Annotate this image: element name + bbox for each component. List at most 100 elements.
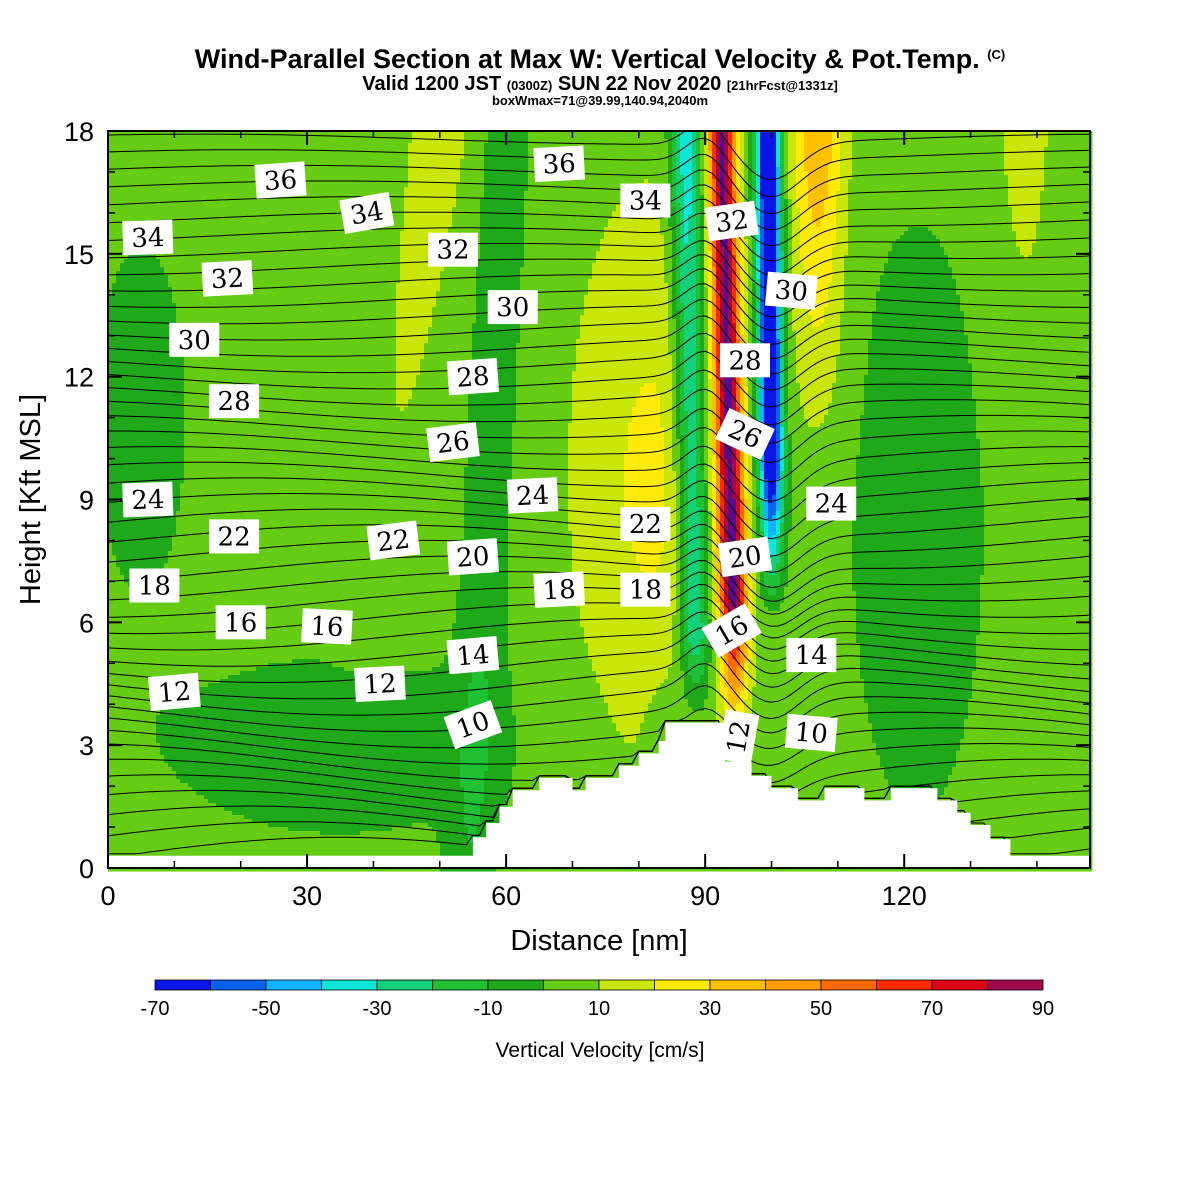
vv-cell (816, 131, 821, 136)
vv-cell (216, 151, 221, 156)
vv-cell (936, 151, 941, 156)
vv-cell (500, 171, 505, 176)
vv-cell (520, 171, 525, 176)
vv-cell (980, 195, 985, 200)
vv-cell (352, 139, 357, 144)
vv-cell (572, 135, 577, 140)
vv-cell (216, 163, 221, 168)
vv-cell (1012, 131, 1017, 136)
vv-cell (1040, 151, 1045, 156)
vv-cell (532, 195, 537, 200)
vv-cell (648, 135, 653, 140)
vv-cell (672, 147, 677, 152)
vv-cell (920, 167, 925, 172)
vv-cell (120, 143, 125, 148)
vv-cell (908, 147, 913, 152)
vv-cell (288, 139, 293, 144)
vv-cell (220, 151, 225, 156)
vv-cell (540, 199, 545, 204)
vv-cell (1028, 155, 1033, 160)
vv-cell (852, 159, 857, 164)
vv-cell (436, 139, 441, 144)
vv-cell (988, 139, 993, 144)
vv-cell (596, 143, 601, 148)
vv-cell (308, 207, 313, 212)
vv-cell (236, 191, 241, 196)
vv-cell (412, 203, 417, 208)
vv-cell (1060, 171, 1065, 176)
vv-cell (792, 179, 797, 184)
vv-cell (588, 135, 593, 140)
vv-cell (332, 155, 337, 160)
vv-cell (240, 211, 245, 216)
vv-cell (836, 139, 841, 144)
vv-cell (776, 159, 781, 164)
vv-cell (772, 203, 777, 208)
vv-cell (156, 163, 161, 168)
vv-cell (300, 159, 305, 164)
vv-cell (944, 139, 949, 144)
vv-cell (888, 155, 893, 160)
vv-cell (488, 195, 493, 200)
vv-cell (336, 191, 341, 196)
vv-cell (500, 151, 505, 156)
vv-cell (964, 203, 969, 208)
vv-cell (764, 163, 769, 168)
vv-cell (668, 135, 673, 140)
vv-cell (656, 167, 661, 172)
chart-subtitle: Valid 1200 JST (0300Z) SUN 22 Nov 2020 [… (0, 73, 1200, 96)
vv-cell (672, 139, 677, 144)
vv-cell (404, 143, 409, 148)
vv-cell (956, 175, 961, 180)
vv-cell (932, 199, 937, 204)
vv-cell (668, 151, 673, 156)
vv-cell (192, 175, 197, 180)
vv-cell (960, 143, 965, 148)
vv-cell (148, 211, 153, 216)
vv-cell (480, 151, 485, 156)
vv-cell (124, 167, 129, 172)
vv-cell (624, 179, 629, 184)
vv-cell (848, 203, 853, 208)
vv-cell (724, 151, 729, 156)
vv-cell (1076, 199, 1081, 204)
vv-cell (608, 179, 613, 184)
vv-cell (940, 171, 945, 176)
vv-cell (260, 143, 265, 148)
vv-cell (412, 191, 417, 196)
vv-cell (792, 151, 797, 156)
vv-cell (360, 171, 365, 176)
vv-cell (800, 179, 805, 184)
vv-cell (604, 175, 609, 180)
vv-cell (424, 191, 429, 196)
vv-cell (404, 203, 409, 208)
vv-cell (636, 155, 641, 160)
vv-cell (240, 135, 245, 140)
vv-cell (856, 199, 861, 204)
vv-cell (972, 203, 977, 208)
vv-cell (584, 143, 589, 148)
vv-cell (224, 139, 229, 144)
vv-cell (572, 131, 577, 136)
vv-cell (640, 143, 645, 148)
vv-cell (1076, 155, 1081, 160)
vv-cell (956, 207, 961, 212)
vv-cell (768, 175, 773, 180)
vv-cell (824, 187, 829, 192)
vv-cell (884, 191, 889, 196)
vv-cell (652, 155, 657, 160)
vv-cell (1004, 147, 1009, 152)
vv-cell (1052, 179, 1057, 184)
vv-cell (940, 187, 945, 192)
vv-cell (964, 183, 969, 188)
vv-cell (796, 175, 801, 180)
vv-cell (948, 175, 953, 180)
vv-cell (844, 155, 849, 160)
vv-cell (576, 207, 581, 212)
vv-cell (424, 179, 429, 184)
vv-cell (404, 163, 409, 168)
vv-cell (1036, 175, 1041, 180)
vv-cell (912, 167, 917, 172)
vv-cell (864, 175, 869, 180)
vv-cell (716, 167, 721, 172)
